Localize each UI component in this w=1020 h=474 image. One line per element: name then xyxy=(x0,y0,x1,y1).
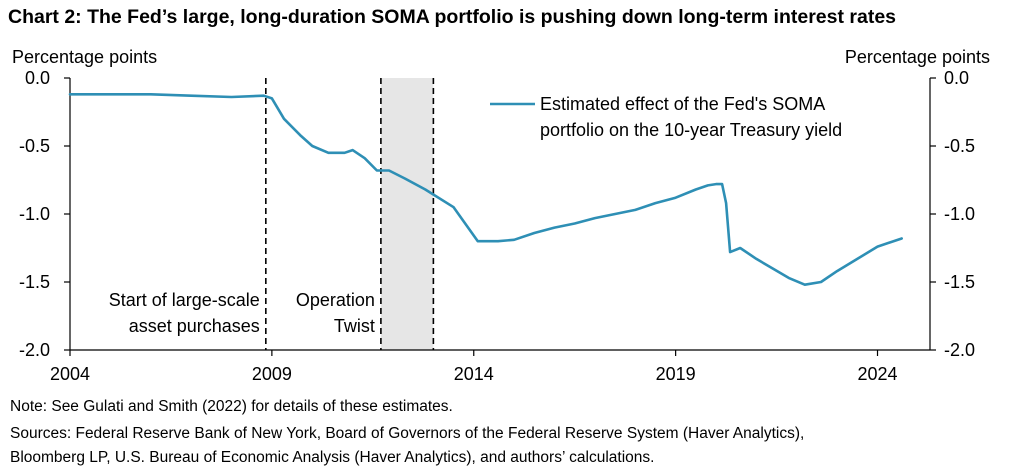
legend: Estimated effect of the Fed's SOMA portfo… xyxy=(490,94,842,140)
y-tick-label-left-4: -2.0 xyxy=(19,340,50,360)
event-label-0-line1: Start of large-scale xyxy=(109,290,260,310)
event-label-0-line2: asset purchases xyxy=(129,316,260,336)
y-tick-label-left-2: -1.0 xyxy=(19,204,50,224)
event-lines-layer xyxy=(265,78,435,350)
chart-sources-line1: Sources: Federal Reserve Bank of New Yor… xyxy=(10,425,805,442)
x-tick-label-1: 2009 xyxy=(252,364,292,384)
shaded-region-layer xyxy=(380,78,434,350)
y-tick-label-right-0: 0.0 xyxy=(944,68,969,88)
y-tick-label-right-1: -0.5 xyxy=(944,136,975,156)
axes-layer: 0.0 0.0-0.5 -0.5-1.0 -1.0-1.5 -1.5-2.0 -2.020… xyxy=(19,68,975,384)
y-tick-label-right-4: -2.0 xyxy=(944,340,975,360)
y-tick-label-left-1: -0.5 xyxy=(19,136,50,156)
chart-title: Chart 2: The Fed’s large, long-duration … xyxy=(8,6,897,28)
series-line-0 xyxy=(68,93,903,286)
legend-label-0-line2: portfolio on the 10-year Treasury yield xyxy=(540,120,842,140)
y-axis-unit-right: Percentage points xyxy=(844,47,990,67)
x-tick-label-2: 2014 xyxy=(454,364,494,384)
x-tick-label-0: 2004 xyxy=(50,364,90,384)
series-layer xyxy=(68,93,903,286)
event-label-1-line2: Twist xyxy=(334,316,375,336)
y-axis-unit-left: Percentage points xyxy=(12,47,158,67)
event-label-1-line1: Operation xyxy=(296,290,375,310)
y-tick-label-right-3: -1.5 xyxy=(944,272,975,292)
annotation-layer: Start of large-scale asset purchases Opera… xyxy=(109,290,375,336)
chart-note: Note: See Gulati and Smith (2022) for de… xyxy=(10,398,453,415)
chart-sources-line2: Bloomberg LP, U.S. Bureau of Economic An… xyxy=(10,449,655,466)
y-tick-label-left-3: -1.5 xyxy=(19,272,50,292)
shaded-range-0 xyxy=(380,78,434,350)
y-tick-label-right-2: -1.0 xyxy=(944,204,975,224)
x-tick-label-4: 2024 xyxy=(857,364,897,384)
legend-label-0-line1: Estimated effect of the Fed's SOMA xyxy=(540,94,825,114)
y-tick-label-left-0: 0.0 xyxy=(25,68,50,88)
x-tick-label-3: 2019 xyxy=(656,364,696,384)
